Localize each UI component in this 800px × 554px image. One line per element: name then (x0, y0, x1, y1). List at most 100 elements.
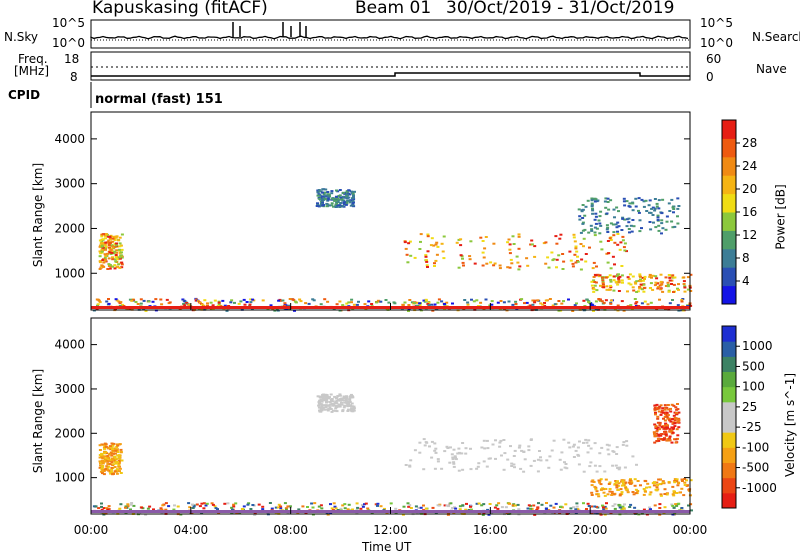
echo-cell (615, 206, 619, 209)
echo-cell (320, 400, 324, 403)
echo-cell (638, 230, 642, 233)
echo-cell (350, 301, 353, 304)
echo-cell (113, 460, 117, 463)
echo-cell (508, 252, 512, 255)
echo-cell (433, 262, 436, 265)
echo-cell (100, 459, 104, 462)
echo-cell (117, 459, 121, 462)
echo-cell (498, 267, 502, 270)
echo-cell (554, 235, 558, 238)
echo-cell (466, 301, 470, 304)
echo-cell (591, 212, 595, 215)
echo-cell (600, 300, 604, 303)
echo-cell (611, 464, 615, 467)
colorbar-segment (722, 193, 736, 213)
echo-cell (147, 300, 151, 303)
colorbar-tick-label: 1000 (742, 339, 773, 353)
echo-cell (518, 265, 522, 268)
echo-cell (543, 302, 546, 304)
echo-cell (353, 190, 356, 193)
echo-cell (347, 189, 351, 192)
echo-cell (283, 502, 287, 505)
echo-cell (585, 298, 589, 301)
echo-cell (321, 407, 325, 410)
echo-cell (677, 502, 681, 505)
echo-cell (666, 426, 670, 429)
echo-cell (407, 308, 411, 311)
echo-cell (671, 428, 675, 430)
echo-cell (434, 451, 438, 454)
echo-cell (515, 255, 519, 258)
echo-cell (286, 505, 290, 508)
echo-cell (514, 303, 518, 305)
echo-cell (560, 451, 564, 454)
echo-cell (660, 222, 664, 225)
echo-cell (111, 459, 115, 462)
echo-cell (572, 456, 576, 458)
echo-cell (496, 301, 500, 304)
echo-cell (532, 459, 536, 462)
echo-cell (321, 188, 325, 191)
echo-cell (418, 308, 422, 311)
echo-cell (418, 302, 422, 305)
echo-cell (608, 488, 612, 490)
echo-cell (509, 445, 512, 448)
echo-cell (593, 284, 597, 287)
echo-cell (348, 200, 352, 203)
echo-cell (100, 467, 104, 470)
echo-cell (678, 491, 682, 494)
echo-cell (621, 235, 625, 238)
echo-cell (202, 507, 206, 510)
echo-cell (589, 224, 593, 227)
echo-cell (671, 299, 674, 301)
echo-cell (367, 300, 371, 303)
echo-cell (115, 251, 119, 254)
echo-cell (653, 284, 657, 287)
echo-cell (600, 248, 604, 251)
echo-cell (590, 494, 594, 496)
echo-cell (102, 446, 106, 449)
echo-cell (506, 458, 510, 461)
echo-cell (104, 443, 108, 446)
echo-cell (100, 502, 103, 505)
echo-cell (656, 214, 660, 217)
echo-cell (115, 448, 119, 451)
echo-cell (404, 464, 408, 466)
echo-cell (668, 210, 672, 212)
echo-cell (297, 508, 301, 511)
echo-cell (517, 268, 521, 271)
echo-cell (100, 250, 104, 253)
echo-cell (118, 467, 122, 470)
echo-cell (601, 276, 604, 279)
echo-cell (510, 465, 514, 467)
echo-cell (339, 202, 343, 204)
echo-cell (393, 302, 397, 305)
colorbar-segment (722, 447, 736, 463)
echo-cell (480, 504, 484, 507)
cpid-label: CPID (8, 88, 41, 102)
echo-cell (120, 233, 124, 236)
echo-cell (598, 298, 602, 301)
echo-cell (98, 261, 102, 264)
echo-cell (320, 406, 324, 409)
echo-cell (544, 299, 548, 302)
echo-cell (558, 512, 562, 515)
echo-cell (334, 401, 338, 404)
echo-cell (431, 309, 435, 312)
echo-cell (622, 309, 626, 312)
echo-cell (616, 489, 620, 491)
echo-cell (173, 504, 176, 507)
echo-cell (660, 232, 663, 235)
freq-trace (91, 72, 690, 77)
echo-cell (304, 302, 308, 305)
echo-cell (334, 199, 338, 202)
echo-cell (433, 442, 437, 445)
echo-cell (608, 274, 612, 277)
echo-cell (533, 245, 537, 248)
echo-cell (686, 288, 690, 291)
echo-cell (131, 298, 135, 301)
echo-cell (655, 202, 659, 205)
echo-cell (269, 304, 273, 307)
echo-cell (355, 303, 359, 306)
echo-cell (482, 439, 486, 442)
